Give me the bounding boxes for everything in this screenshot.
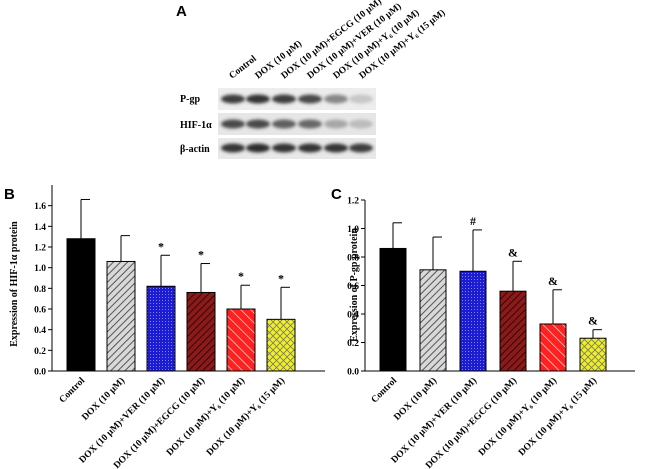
blot-label-hif1a: HIF-1α bbox=[180, 120, 212, 131]
y-tick-label: 0.6 bbox=[34, 306, 46, 316]
band bbox=[324, 94, 348, 104]
panel-b-letter: B bbox=[4, 186, 15, 203]
panel-a-letter: A bbox=[176, 3, 187, 20]
band bbox=[272, 94, 296, 104]
blot-strip-hif1a bbox=[218, 113, 376, 135]
bar bbox=[499, 290, 527, 372]
x-tick-label: Control bbox=[58, 376, 88, 406]
x-tick-label: DOX (10 μM)+VER (10 μM) bbox=[77, 375, 167, 465]
bar bbox=[146, 285, 176, 372]
band bbox=[298, 143, 322, 153]
blot-bands bbox=[221, 94, 373, 153]
bar bbox=[66, 238, 96, 372]
band bbox=[272, 143, 296, 153]
band bbox=[272, 119, 296, 129]
y-tick-label: 1.0 bbox=[347, 225, 359, 235]
x-tick-label: DOX (10 μM)+Y₆ (15 μM) bbox=[204, 375, 287, 458]
significance-mark: # bbox=[470, 214, 476, 228]
band bbox=[349, 143, 373, 153]
blot-strip-beta-actin bbox=[218, 138, 376, 159]
x-tick-label: DOX (10 μM)+Y₆ (15 μM) bbox=[516, 375, 599, 458]
x-tick-label: DOX (10 μM)+Y₆ (10 μM) bbox=[476, 375, 559, 458]
lane-labels: Control DOX (10 μM) DOX (10 μM)+EGCG (10… bbox=[228, 0, 448, 81]
y-tick-label: 0.0 bbox=[347, 368, 359, 378]
y-tick-label: 0.8 bbox=[347, 254, 359, 264]
band bbox=[221, 94, 245, 104]
y-tick-label: 0.4 bbox=[347, 311, 359, 321]
bar bbox=[226, 308, 256, 372]
significance-mark: & bbox=[588, 314, 598, 328]
lane-label: Control bbox=[228, 54, 259, 81]
band bbox=[298, 119, 322, 129]
band bbox=[298, 94, 322, 104]
significance-mark: * bbox=[198, 248, 204, 262]
band bbox=[221, 119, 245, 129]
significance-mark: & bbox=[548, 274, 558, 288]
significance-mark: * bbox=[278, 271, 284, 285]
y-tick-label: 0.2 bbox=[34, 347, 46, 357]
bar bbox=[186, 291, 216, 372]
bar bbox=[379, 247, 407, 372]
bar bbox=[579, 337, 607, 372]
blot-strip-pgp bbox=[218, 88, 376, 110]
blot-label-beta-actin: β-actin bbox=[180, 144, 210, 155]
significance-mark: * bbox=[238, 269, 244, 283]
x-tick-label: DOX (10 μM)+VER (10 μM) bbox=[389, 375, 479, 465]
chart-b-y-axis-title: Expression of HIF-1α protein bbox=[9, 221, 20, 347]
band bbox=[246, 94, 270, 104]
y-tick-label: 0.6 bbox=[347, 282, 359, 292]
significance-mark: * bbox=[158, 239, 164, 253]
blot-label-pgp: P-gp bbox=[180, 94, 200, 105]
chart-c-y-axis-title: Expression of P-gp protein bbox=[349, 228, 360, 342]
band bbox=[324, 143, 348, 153]
y-tick-label: 1.2 bbox=[347, 197, 359, 207]
y-tick-label: 0.2 bbox=[347, 339, 359, 349]
band bbox=[246, 143, 270, 153]
band bbox=[324, 119, 348, 129]
bar bbox=[539, 323, 567, 372]
y-tick-label: 1.0 bbox=[34, 264, 46, 274]
band bbox=[349, 94, 373, 104]
y-tick-label: 1.6 bbox=[34, 202, 46, 212]
bar bbox=[419, 269, 447, 372]
significance-mark: & bbox=[508, 245, 518, 259]
x-tick-label: Control bbox=[370, 376, 400, 406]
y-tick-label: 0.0 bbox=[34, 368, 46, 378]
band bbox=[349, 119, 373, 129]
band bbox=[221, 143, 245, 153]
y-tick-label: 1.4 bbox=[34, 223, 46, 233]
y-tick-label: 0.4 bbox=[34, 326, 46, 336]
y-tick-label: 0.8 bbox=[34, 285, 46, 295]
bar bbox=[106, 260, 136, 372]
bar bbox=[266, 318, 296, 372]
bar bbox=[459, 270, 487, 372]
band bbox=[246, 119, 270, 129]
x-tick-label: DOX (10 μM)+Y₆ (10 μM) bbox=[164, 375, 247, 458]
y-tick-label: 1.2 bbox=[34, 244, 46, 254]
panel-c-letter: C bbox=[331, 186, 342, 203]
